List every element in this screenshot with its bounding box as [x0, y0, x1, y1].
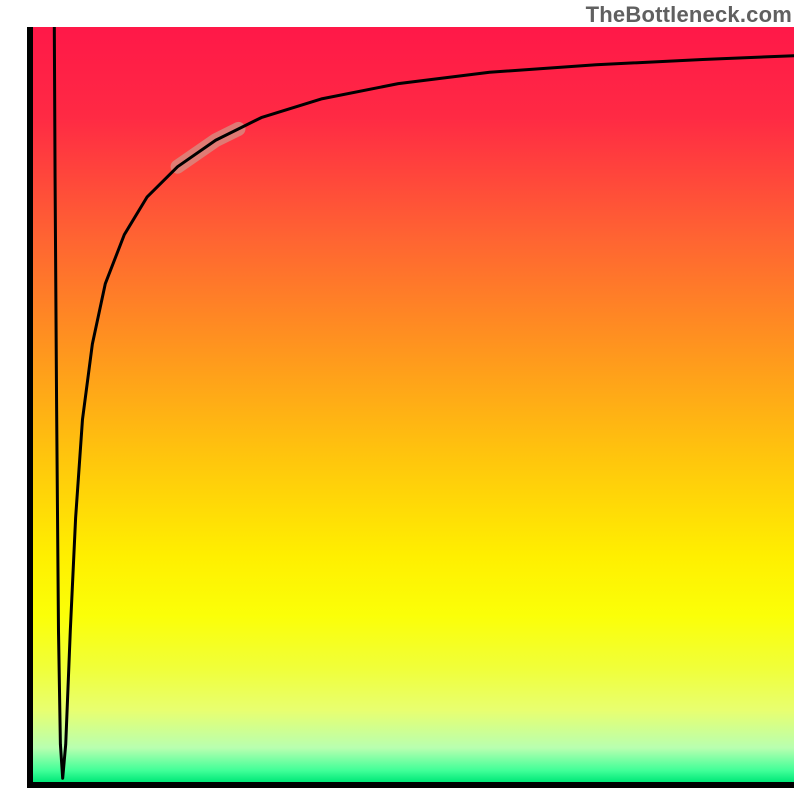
attribution-text: TheBottleneck.com — [586, 2, 792, 28]
main-curve — [54, 27, 794, 778]
plot-area — [27, 27, 794, 788]
chart-container: TheBottleneck.com — [0, 0, 800, 800]
curve-layer — [33, 27, 794, 782]
